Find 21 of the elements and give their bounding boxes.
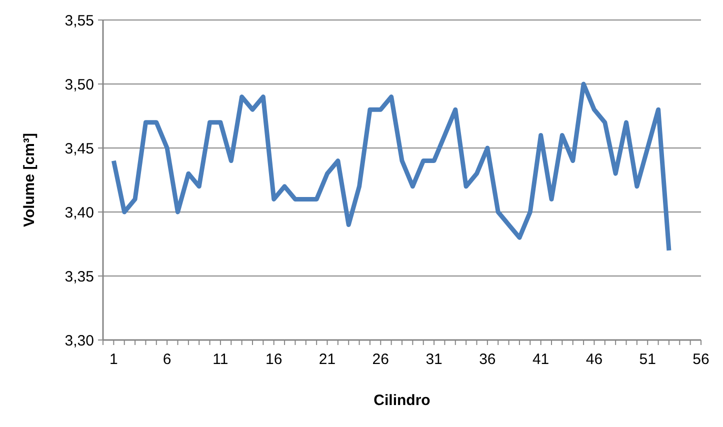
y-tick-label: 3,50 xyxy=(64,76,94,94)
y-tick-label: 3,30 xyxy=(64,332,94,350)
x-tick-label: 21 xyxy=(318,351,336,368)
x-tick-label: 26 xyxy=(372,351,389,368)
y-tick-label: 3,40 xyxy=(64,204,94,222)
x-tick-label: 31 xyxy=(426,351,442,368)
y-tick-label: 3,35 xyxy=(64,268,94,286)
x-tick-label: 16 xyxy=(266,351,282,368)
line-series xyxy=(111,82,672,253)
x-tick-label: 36 xyxy=(479,351,496,368)
x-tick-label: 46 xyxy=(586,351,603,368)
x-tick-label: 51 xyxy=(639,351,656,368)
x-tick-label: 56 xyxy=(692,351,710,368)
x-axis-title: Cilindro xyxy=(374,392,430,409)
x-tick-label: 6 xyxy=(162,351,172,368)
x-tick-label: 1 xyxy=(110,351,118,368)
y-axis-title: Volume [cm³] xyxy=(21,133,38,227)
y-tick-label: 3,45 xyxy=(64,140,94,158)
x-tick-label: 41 xyxy=(532,351,550,368)
y-tick-label: 3,55 xyxy=(64,12,94,30)
x-tick-label: 11 xyxy=(212,351,228,368)
